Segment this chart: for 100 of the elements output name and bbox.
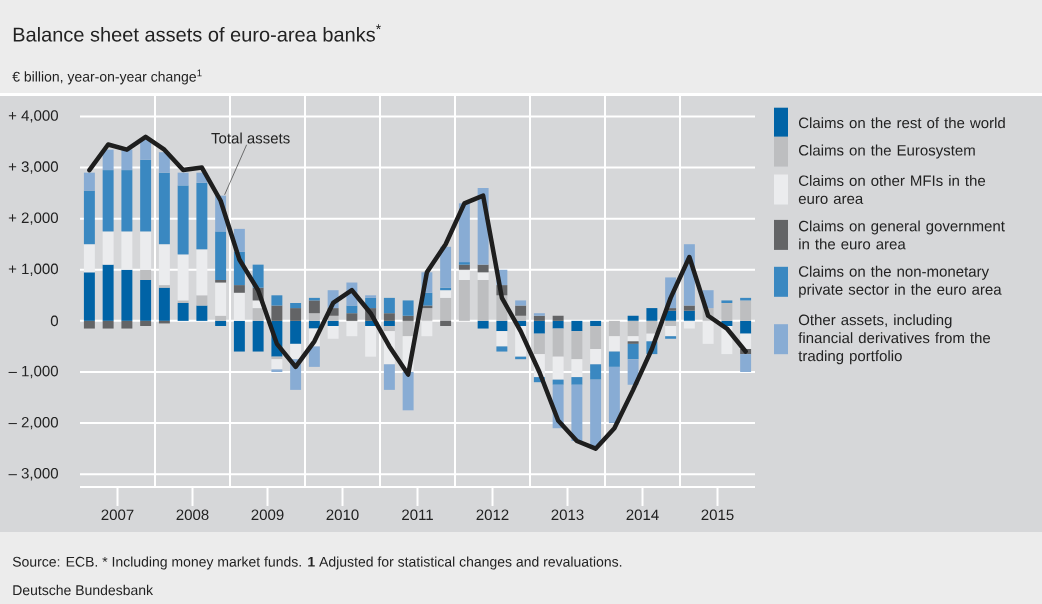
bar [702,320,714,344]
bar [215,279,227,283]
bar [402,300,414,316]
bar [327,320,339,326]
bar [683,320,695,329]
bar [140,231,152,270]
x-tick-label: 2011 [402,509,433,521]
legend-label: Claims on other MFIs in the euro area [798,174,986,204]
bar [290,302,302,309]
bar [271,369,283,372]
bar [552,315,564,321]
bar [196,295,208,306]
bar [383,297,395,314]
bar [590,348,602,365]
y-tick-label: – 2,000 [8,416,58,430]
bar [515,305,527,316]
bar [740,300,752,321]
bar [740,320,752,334]
x-tick-label: 2012 [476,509,509,521]
bar [102,320,114,329]
bar [421,320,433,337]
bar [383,313,395,321]
bar [608,366,620,424]
bar [552,379,564,385]
chart-title: Balance sheet assets of euro-area banks$^{*}$ [13,24,381,42]
bar [608,351,620,367]
bar [683,305,695,311]
bar [121,149,133,171]
bar [458,262,470,265]
series-label: Total assets [211,132,290,144]
bar [140,269,152,280]
bar [327,325,339,339]
bar [496,331,508,347]
bar [233,320,245,352]
x-tick-label: 2013 [551,509,584,521]
bar [608,336,620,352]
x-tick-label: 2007 [101,509,134,521]
bar [196,305,208,321]
bar [308,346,320,367]
bar [383,364,395,390]
bar [140,279,152,321]
bar [102,149,114,171]
bar [271,295,283,306]
bar [440,246,452,288]
bar [158,172,170,245]
bar [458,279,470,321]
bar [252,320,264,352]
bar [215,231,227,280]
bar [383,320,395,326]
bar [308,313,320,321]
bar [271,359,283,370]
bar [308,320,320,329]
bar [496,320,508,332]
bar [665,336,677,339]
bar [83,272,95,321]
bar [158,285,170,288]
bar [515,300,527,306]
bar [83,320,95,329]
legend-label: Claims on the Eurosystem [798,144,975,159]
bar [533,320,545,334]
x-tick-label: 2014 [626,509,659,521]
legend-label: Claims on the non-monetary private sector in the euro area [798,265,1002,298]
bar [571,320,583,332]
bar [383,325,395,332]
bar [721,302,733,321]
legend-label: Claims on general government in the euro area [798,220,1005,250]
bar [627,336,639,342]
bar [571,384,583,441]
bar [421,308,433,321]
bar [121,231,133,270]
bar [215,282,227,316]
bar [665,325,677,337]
bar [440,320,452,326]
chart-subtitle: € billion, year-on-year change$^{1}$ [12,69,202,85]
bar [721,300,733,303]
bar [83,172,95,191]
bar [196,182,208,250]
y-tick-label: + 3,000 [8,161,58,174]
bar [533,333,545,355]
bar [477,272,489,280]
bar [440,290,452,298]
bar [646,308,658,321]
bar [158,152,170,173]
bar [158,244,170,286]
y-tick-label: + 1,000 [8,263,58,276]
bar [740,354,752,372]
bar [365,325,377,357]
bar [646,320,658,334]
line-series [87,134,748,451]
x-tick-label: 2008 [176,509,209,521]
bar [590,325,602,349]
bar [346,305,358,314]
bar [458,264,470,270]
bar [102,231,114,265]
bar [458,203,470,263]
bar [177,172,189,186]
bar [327,315,339,321]
bar [665,320,677,326]
y-tick-label: + 4,000 [8,110,58,123]
bar [233,292,245,321]
